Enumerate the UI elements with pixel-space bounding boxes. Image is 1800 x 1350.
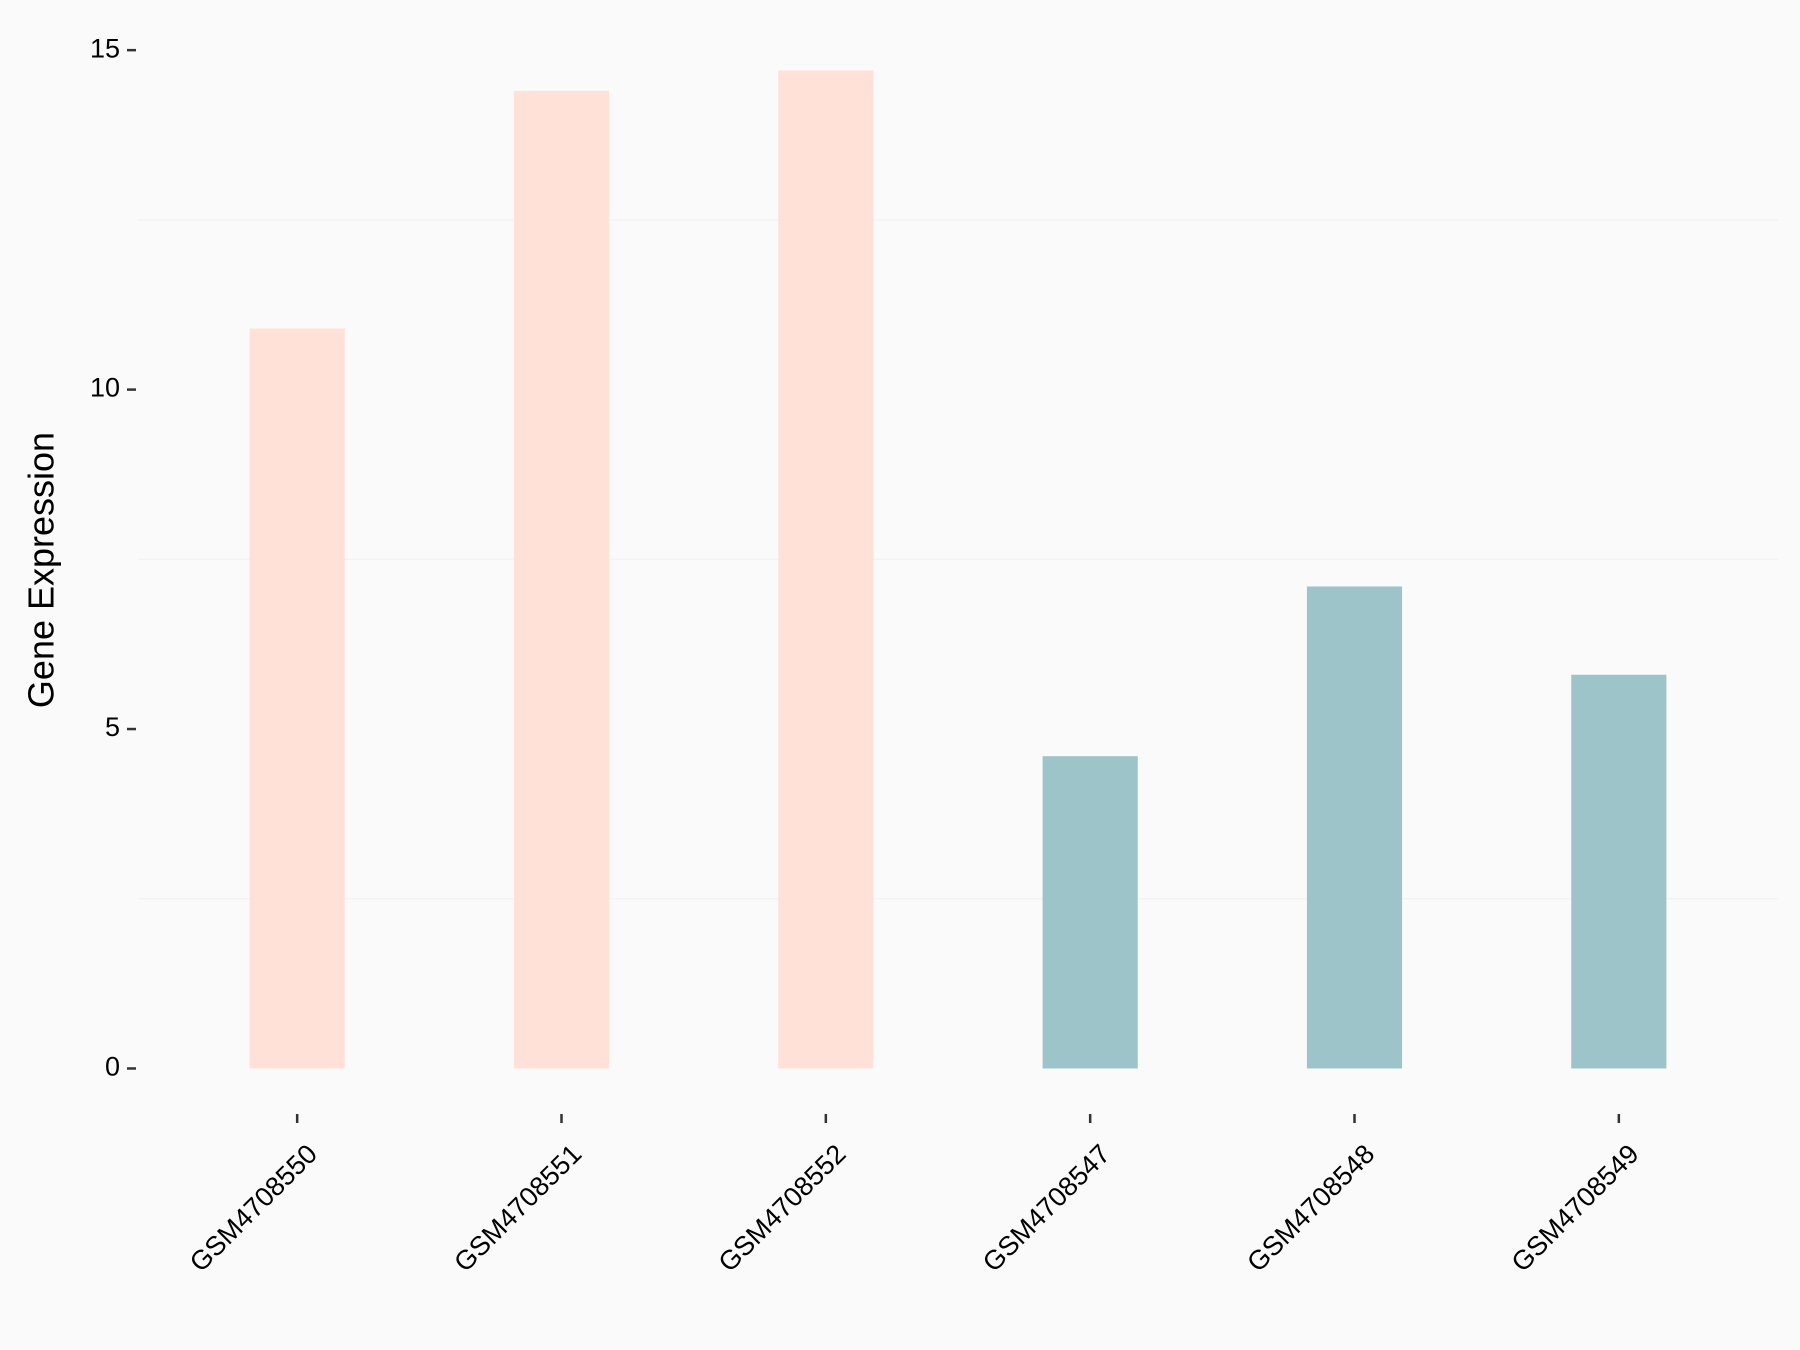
y-tick-label: 15 <box>90 33 120 63</box>
bar <box>778 70 874 1069</box>
bar <box>1042 756 1138 1069</box>
y-tick-label: 10 <box>90 373 120 403</box>
y-tick-label: 0 <box>105 1052 120 1082</box>
bar <box>1571 674 1667 1069</box>
bar <box>1306 586 1403 1069</box>
y-tick-label: 5 <box>105 712 120 742</box>
bar <box>513 90 610 1069</box>
bar <box>249 328 345 1069</box>
y-axis-title: Gene Expression <box>21 432 62 708</box>
